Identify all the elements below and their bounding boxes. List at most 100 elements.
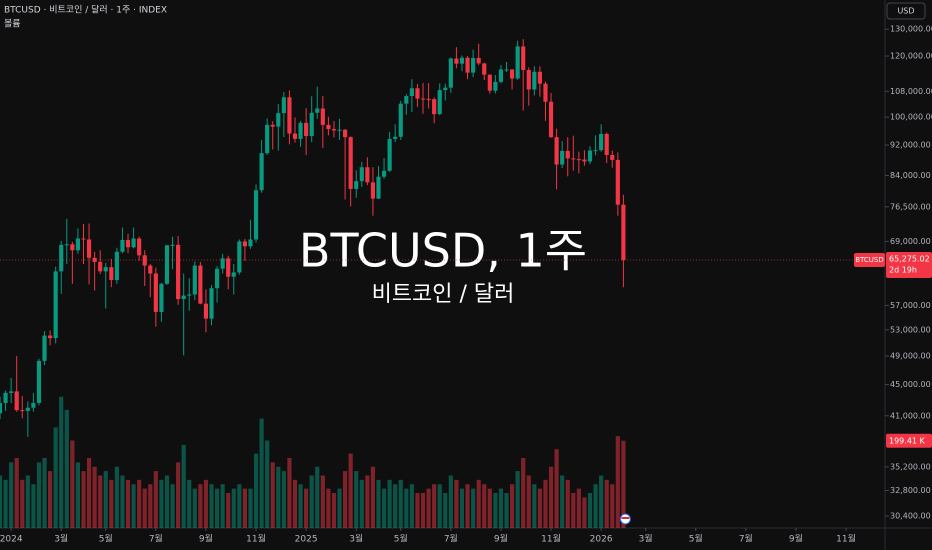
candle-body <box>326 124 331 130</box>
volume-bar <box>365 475 370 528</box>
volume-bar <box>387 479 392 528</box>
candle-body <box>20 410 25 412</box>
volume-bar <box>543 479 548 528</box>
volume-bar <box>209 484 214 528</box>
x-tick-label: 11월 <box>836 533 856 545</box>
candle-body <box>331 129 337 131</box>
y-tick-label: 92,000.00 <box>890 141 931 150</box>
volume-bar <box>404 488 409 528</box>
candle-body <box>604 133 609 156</box>
volume-bar <box>298 484 303 528</box>
candle-body <box>209 288 214 319</box>
volume-bar <box>292 479 298 528</box>
watermark-subtitle: 비트코인 / 달러 <box>372 282 515 307</box>
candle-body <box>253 190 259 240</box>
volume-bar <box>359 479 364 528</box>
y-tick-label: 108,000.00 <box>890 87 932 96</box>
volume-bar <box>393 484 398 528</box>
volume-bar <box>548 466 554 528</box>
candle-body <box>448 58 453 88</box>
candle-body <box>214 268 220 289</box>
last-price-label: 65,275.02 <box>889 255 930 264</box>
volume-bar <box>582 497 587 528</box>
volume-bar <box>482 484 487 528</box>
x-tick-label: 7월 <box>149 533 163 545</box>
volume-bar <box>81 471 86 528</box>
x-tick-label: 9월 <box>789 533 803 545</box>
volume-bar <box>0 475 3 528</box>
candle-body <box>81 238 86 240</box>
volume-bar <box>604 479 609 528</box>
volume-bar <box>287 458 292 528</box>
y-tick-label: 32,800.00 <box>890 486 931 495</box>
volume-bar <box>131 484 136 528</box>
candle-body <box>443 87 448 91</box>
candle-body <box>248 239 253 247</box>
candle-body <box>548 101 554 138</box>
candle-body <box>86 239 92 258</box>
volume-bar <box>599 475 604 528</box>
volume-bar <box>465 484 470 528</box>
candle-body <box>276 113 281 127</box>
candle-body <box>298 122 303 139</box>
candle-body <box>259 153 264 191</box>
currency[interactable]: USD <box>897 7 914 16</box>
volume-bar <box>526 475 531 528</box>
candle-body <box>0 402 3 414</box>
volume-bar <box>187 479 192 528</box>
candle-body <box>203 303 209 319</box>
volume-bar <box>593 484 598 528</box>
candle-body <box>398 103 403 137</box>
candle-body <box>381 170 387 177</box>
volume-bar <box>515 471 520 528</box>
volume-tag-label: 199.41 K <box>889 436 926 445</box>
volume-bar <box>137 479 142 528</box>
candle-body <box>537 71 542 84</box>
volume-bar <box>320 475 325 528</box>
volume-bar <box>576 488 581 528</box>
volume-bar <box>521 458 526 528</box>
candle-body <box>70 244 75 251</box>
candle-body <box>237 241 242 273</box>
last-price-tag <box>886 252 932 279</box>
candle-body <box>92 257 97 262</box>
volume-bar <box>220 484 225 528</box>
candle-body <box>226 258 231 277</box>
x-tick-label: 9월 <box>199 533 213 545</box>
candle-body <box>348 137 353 189</box>
candle-body <box>576 159 581 161</box>
candle-body <box>176 244 181 300</box>
candle-body <box>9 391 14 393</box>
volume-tag <box>886 433 932 448</box>
volume-bar <box>415 493 420 528</box>
volume-bar <box>242 488 247 528</box>
volume-bar <box>25 475 30 528</box>
volume-bar <box>70 440 75 528</box>
volume-bar <box>3 479 8 528</box>
volume-bar <box>504 493 509 528</box>
volume-bar <box>276 466 281 528</box>
candle-body <box>109 267 114 280</box>
currency-box[interactable] <box>886 2 926 20</box>
y-tick-label: 100,000.00 <box>890 113 932 122</box>
volume-bar <box>214 488 220 528</box>
volume-bar <box>92 466 97 528</box>
y-tick-label: 53,000.00 <box>890 325 931 334</box>
candle-body <box>125 239 131 248</box>
candle-body <box>120 239 125 252</box>
y-tick-label: 30,400.00 <box>890 511 931 520</box>
candle-body <box>103 267 108 272</box>
volume-bar <box>571 493 576 528</box>
symbol-tag <box>854 253 885 268</box>
candle-body <box>420 98 426 100</box>
y-tick-label: 45,000.00 <box>890 380 931 389</box>
candle-body <box>482 63 487 75</box>
symbol-tag-label: BTCUSD <box>855 256 884 264</box>
volume-bar <box>98 475 103 528</box>
candle-body <box>376 176 381 199</box>
candle-body <box>426 98 431 100</box>
volume-bar <box>86 458 92 528</box>
x-tick-label: 9월 <box>494 533 508 545</box>
candle-body <box>242 241 247 247</box>
candle-body <box>543 83 548 102</box>
